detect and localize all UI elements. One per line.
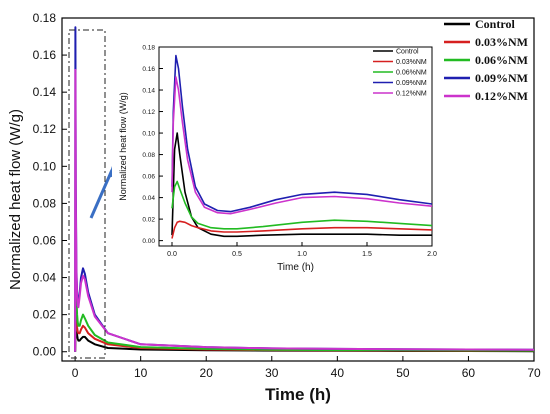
main-legend-label: 0.09%NM — [475, 71, 528, 85]
main-series-line-3 — [74, 248, 535, 352]
main-legend: Control 0.03%NM 0.06%NM 0.09%NM 0.12%NM — [444, 17, 528, 103]
main-x-tick-label: 10 — [134, 366, 148, 380]
zoom-arrow-shaft — [89, 169, 114, 219]
inset-legend-label: 0.03%NM — [396, 59, 427, 66]
main-y-axis-label: Normalized heat flow (W/g) — [7, 109, 24, 290]
inset-y-tick-label: 0.02 — [142, 217, 155, 224]
inset-series-line-1 — [171, 132, 432, 238]
inset-y-tick-label: 0.14 — [142, 88, 155, 95]
inset-x-axis-label: Time (h) — [277, 262, 314, 273]
inset-series-line-2 — [171, 220, 433, 239]
inset-x-tick-label: 1.5 — [362, 251, 372, 258]
main-legend-label: 0.03%NM — [475, 35, 528, 49]
main-y-tick-label: 0.10 — [33, 159, 57, 173]
main-x-tick-label: 30 — [265, 366, 279, 380]
inset-y-tick-label: 0.04 — [142, 195, 155, 202]
main-x-axis-label: Time (h) — [265, 385, 331, 404]
inset-y-tick-label: 0.18 — [142, 45, 155, 52]
inset-y-tick-label: 0.00 — [142, 238, 155, 245]
inset-y-tick-label: 0.08 — [142, 152, 155, 159]
inset-background — [112, 38, 440, 276]
main-y-tick-label: 0.06 — [33, 233, 57, 247]
main-series-line-5 — [74, 68, 535, 352]
inset-y-tick-label: 0.10 — [142, 131, 155, 138]
inset-series-line-3 — [171, 180, 433, 230]
inset-y-tick-label: 0.06 — [142, 174, 155, 181]
inset-legend-label: 0.09%NM — [396, 80, 427, 87]
main-x-tick-label: 20 — [200, 366, 214, 380]
main-legend-label: Control — [475, 17, 515, 31]
main-y-tick-label: 0.18 — [33, 11, 57, 25]
main-y-tick-label: 0.08 — [33, 196, 57, 210]
main-x-tick-label: 50 — [396, 366, 410, 380]
inset-series-line-5 — [171, 76, 433, 215]
main-y-tick-label: 0.14 — [33, 85, 57, 99]
inset-plot-axes: 0.0 0.5 1.0 1.5 2.0 0.00 0.02 0.04 0.06 0.08 0.10 0… — [118, 45, 437, 274]
main-plot-series — [74, 26, 535, 353]
main-legend-label: 0.06%NM — [475, 53, 528, 67]
zoom-region-box — [68, 29, 106, 359]
inset-x-tick-label: 1.0 — [297, 251, 307, 258]
inset-y-tick-label: 0.16 — [142, 66, 155, 73]
main-plot-frame — [61, 17, 535, 362]
inset-legend-label: 0.06%NM — [396, 70, 427, 77]
inset-y-axis-label: Normalized heat flow (W/g) — [118, 92, 128, 201]
main-x-tick-label: 40 — [331, 366, 345, 380]
inset-legend: Control 0.03%NM 0.06%NM 0.09%NM 0.12%NM — [373, 49, 427, 98]
main-y-tick-label: 0.12 — [33, 122, 57, 136]
main-x-tick-label: 70 — [527, 366, 541, 380]
inset-plot-frame — [158, 46, 433, 247]
inset-x-tick-label: 0.0 — [167, 251, 177, 258]
main-x-tick-label: 60 — [462, 366, 476, 380]
main-x-tick-label: 0 — [72, 366, 79, 380]
main-plot-axes: 0 10 20 30 40 50 60 700.000.020.040.060.080.100… — [7, 11, 541, 404]
main-y-tick-label: 0.02 — [33, 308, 57, 322]
inset-x-tick-label: 0.5 — [232, 251, 242, 258]
main-y-tick-label: 0.00 — [33, 345, 57, 359]
main-legend-label: 0.12%NM — [475, 89, 528, 103]
inset-legend-label: 0.12%NM — [396, 91, 427, 98]
inset-y-tick-label: 0.12 — [142, 109, 155, 116]
inset-legend-label: Control — [396, 49, 419, 56]
inset-panel — [112, 38, 440, 276]
main-series-line-2 — [74, 313, 534, 352]
main-y-tick-label: 0.16 — [33, 48, 57, 62]
inset-series-line-4 — [171, 54, 433, 213]
main-y-tick-label: 0.04 — [33, 271, 57, 285]
inset-x-tick-label: 2.0 — [427, 251, 437, 258]
inset-plot-series — [171, 54, 433, 239]
